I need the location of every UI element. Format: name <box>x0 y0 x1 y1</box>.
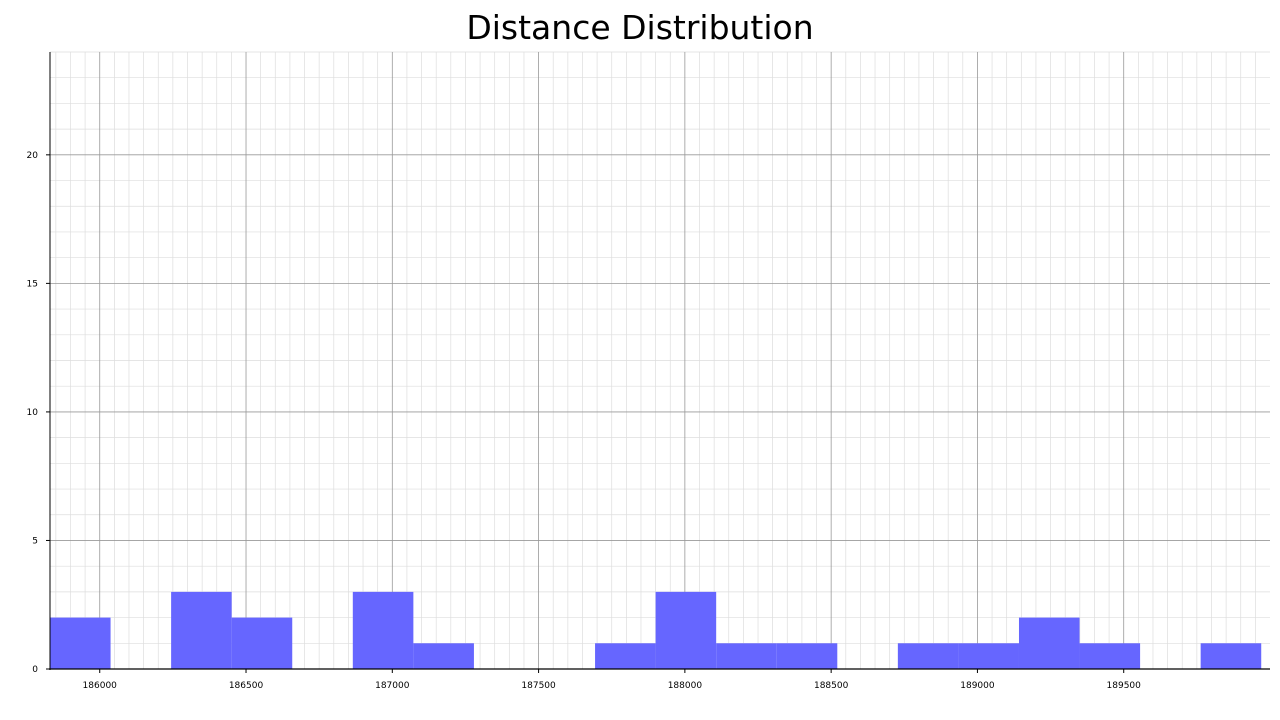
y-tick-label: 10 <box>27 408 39 418</box>
histogram-bar <box>776 643 838 669</box>
histogram-bar <box>655 591 717 669</box>
y-axis-ticks: 0 5 10 15 20 <box>27 151 50 675</box>
chart-title: Distance Distribution <box>466 8 814 47</box>
histogram-bar <box>171 591 232 669</box>
minor-grid <box>50 51 1270 669</box>
histogram-bar <box>413 643 474 669</box>
histogram-bar <box>897 643 959 669</box>
axes <box>49 52 1270 670</box>
x-tick-label: 189000 <box>960 681 995 691</box>
histogram-bar <box>1079 643 1141 669</box>
y-tick-label: 0 <box>32 665 38 675</box>
x-tick-label: 187000 <box>375 681 410 691</box>
histogram-bar <box>1200 643 1262 669</box>
histogram-bar <box>1018 617 1080 669</box>
histogram-bar <box>50 617 111 669</box>
x-tick-label: 189500 <box>1107 681 1142 691</box>
y-tick-label: 15 <box>27 279 38 289</box>
histogram-bar <box>958 643 1019 669</box>
x-tick-label: 186500 <box>229 681 264 691</box>
histogram-bar <box>352 591 414 669</box>
y-tick-label: 20 <box>27 151 39 161</box>
x-axis-ticks: 186000 186500 187000 187500 188000 188500 1890… <box>83 669 1142 691</box>
histogram-bars <box>50 591 1262 669</box>
histogram-bar <box>231 617 293 669</box>
x-tick-label: 188500 <box>814 681 849 691</box>
major-grid <box>50 52 1270 669</box>
x-tick-label: 188000 <box>668 681 703 691</box>
x-tick-label: 187500 <box>521 681 556 691</box>
histogram-bar <box>595 643 656 669</box>
histogram-bar <box>716 643 777 669</box>
x-tick-label: 186000 <box>83 681 118 691</box>
y-tick-label: 5 <box>32 536 38 546</box>
